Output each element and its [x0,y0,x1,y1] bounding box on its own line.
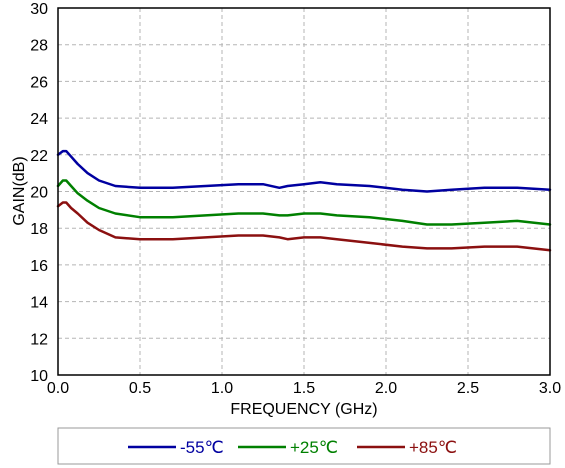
y-axis-label: GAIN(dB) [11,156,28,225]
x-tick-label: 0.5 [129,380,151,397]
legend-label-1: +25℃ [290,438,338,457]
y-tick-label: 18 [30,221,48,238]
x-tick-label: 0.0 [47,380,69,397]
y-tick-label: 24 [30,111,48,128]
y-tick-labels: 10 12 14 16 18 20 22 24 26 28 30 [30,1,48,385]
x-tick-labels: 0.0 0.5 1.0 1.5 2.0 2.5 3.0 [47,380,561,397]
plot-area [57,7,551,376]
y-tick-label: 20 [30,185,48,202]
y-tick-label: 26 [30,74,48,91]
series-lines [56,149,552,252]
y-tick-label: 16 [30,258,48,275]
y-tick-label: 22 [30,148,48,165]
y-tick-label: 30 [30,1,48,18]
y-tick-label: 14 [30,295,48,312]
series-line-2 [56,201,552,252]
legend-label-2: +85℃ [409,438,457,457]
y-tick-label: 10 [30,368,48,385]
x-tick-label: 3.0 [539,380,561,397]
series-line-0 [56,149,552,193]
legend: -55℃ +25℃ +85℃ [128,438,457,457]
x-tick-label: 1.5 [293,380,315,397]
x-axis-label: FREQUENCY (GHz) [230,401,377,418]
y-tick-label: 28 [30,38,48,55]
y-tick-label: 12 [30,331,48,348]
x-tick-label: 2.0 [375,380,397,397]
x-tick-label: 2.5 [457,380,479,397]
grid-lines [58,8,550,375]
series-line-1 [56,179,552,226]
legend-label-0: -55℃ [180,438,224,457]
x-tick-label: 1.0 [211,380,233,397]
